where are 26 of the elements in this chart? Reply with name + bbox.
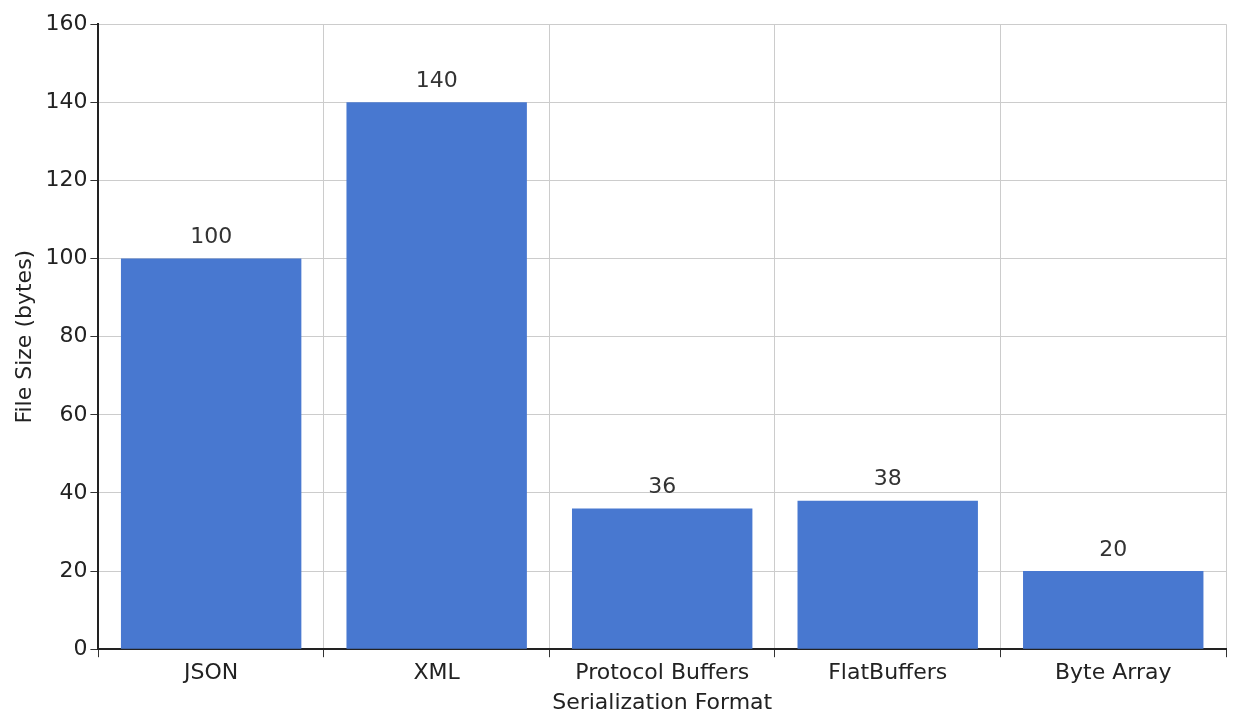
y-tick-label: 20: [59, 556, 88, 582]
y-tick-label: 120: [45, 166, 88, 192]
x-tick-label: Protocol Buffers: [575, 659, 750, 685]
x-tick-label: FlatBuffers: [828, 659, 948, 685]
y-tick-label: 160: [45, 9, 88, 35]
data-label: 100: [190, 223, 233, 249]
bar: [571, 508, 753, 649]
x-tick-label: Byte Array: [1054, 659, 1172, 685]
x-axis-title: Serialization Format: [552, 688, 773, 714]
y-tick-label: 0: [73, 634, 88, 660]
y-tick-label: 100: [45, 244, 88, 270]
data-label: 140: [415, 67, 458, 93]
bar: [120, 258, 302, 649]
y-tick-label: 80: [59, 322, 88, 348]
data-label: 20: [1099, 535, 1128, 561]
x-tick-label: JSON: [182, 659, 239, 685]
bar: [797, 500, 978, 649]
data-label: 36: [648, 473, 677, 499]
bar: [346, 102, 527, 649]
y-tick-label: 40: [59, 478, 88, 504]
y-tick-label: 140: [45, 88, 88, 114]
x-tick-label: XML: [413, 659, 461, 685]
bar: [1023, 571, 1204, 649]
y-tick-label: 60: [59, 400, 88, 426]
data-label: 38: [873, 465, 902, 491]
y-axis-title: File Size (bytes): [10, 249, 36, 424]
